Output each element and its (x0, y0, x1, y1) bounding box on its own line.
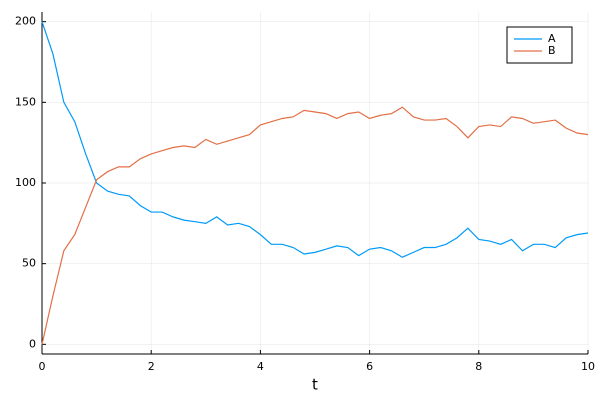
x-tick-label: 10 (581, 360, 595, 373)
y-tick-label: 150 (15, 95, 36, 108)
y-tick-label: 100 (15, 176, 36, 189)
legend-label: A (548, 32, 556, 45)
x-tick-label: 6 (366, 360, 373, 373)
legend-label: B (548, 44, 556, 57)
legend-box (506, 26, 573, 64)
line-series (41, 106, 589, 345)
x-tick-label: 2 (148, 360, 155, 373)
x-axis-label: t (312, 376, 318, 394)
line-series (41, 21, 589, 258)
y-tick-label: 50 (22, 257, 36, 270)
y-tick-label: 200 (15, 15, 36, 28)
x-tick-label: 0 (39, 360, 46, 373)
y-tick-label: 0 (29, 337, 36, 350)
x-tick-label: 8 (475, 360, 482, 373)
x-tick-label: 4 (257, 360, 264, 373)
